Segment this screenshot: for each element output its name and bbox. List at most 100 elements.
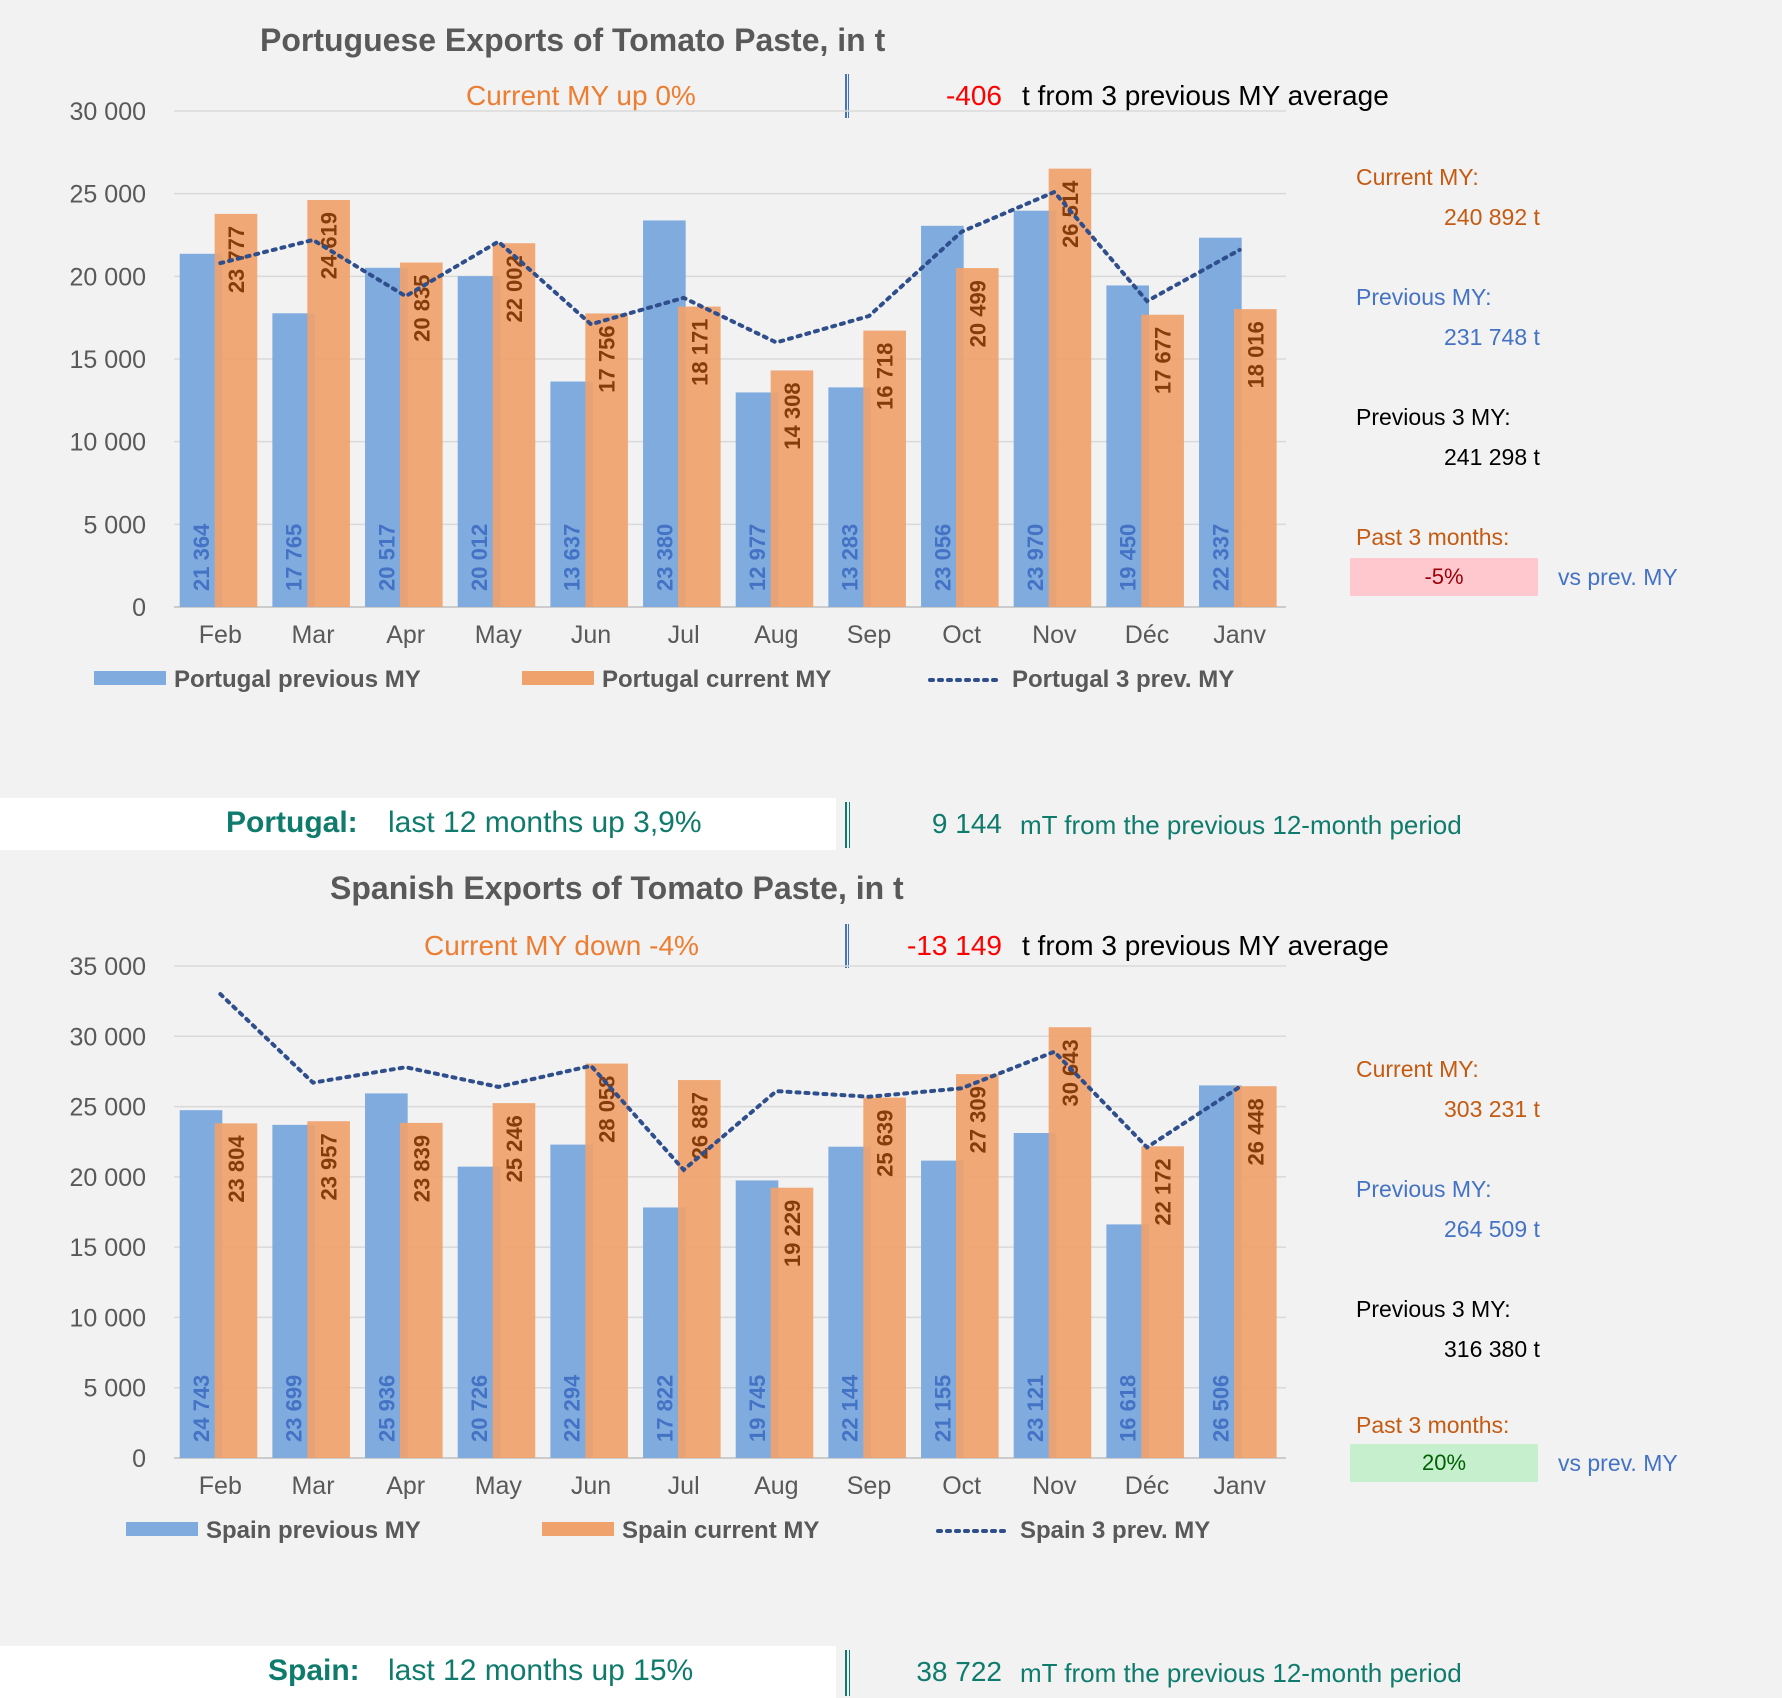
data-label-previous-my: 13 637 — [560, 524, 585, 591]
separator — [845, 924, 849, 968]
data-label-current-my: 18 016 — [1243, 321, 1268, 388]
x-tick-label: Aug — [754, 621, 798, 649]
y-tick-label: 25 000 — [70, 1094, 146, 1122]
spain-summary-banner: Spain: last 12 months up 15% 38 722 mT f… — [0, 1646, 1782, 1698]
line-3-prev-my — [218, 189, 1242, 345]
x-tick-label: Nov — [1032, 621, 1077, 649]
current-my-change: Current MY up 0% — [466, 80, 696, 111]
x-tick-label: Feb — [199, 1472, 242, 1500]
bar-current-my — [955, 268, 999, 607]
delta-description: t from 3 previous MY average — [1022, 80, 1389, 111]
y-tick-label: 30 000 — [70, 98, 146, 126]
x-tick-label: Janv — [1213, 1472, 1266, 1500]
data-label-previous-my: 22 144 — [838, 1374, 863, 1442]
prev3-my-label: Previous 3 MY: — [1356, 404, 1511, 430]
x-tick-label: Apr — [386, 621, 425, 649]
data-label-current-my: 23 957 — [317, 1133, 342, 1200]
bar-current-my — [1141, 314, 1184, 607]
data-label-current-my: 28 058 — [595, 1076, 620, 1143]
bar-current-my — [399, 1122, 443, 1458]
data-label-previous-my: 21 155 — [930, 1375, 955, 1442]
data-label-current-my: 22 002 — [502, 255, 527, 322]
prev3-my-value: 241 298 t — [1444, 444, 1540, 470]
prev3-my-label: Previous 3 MY: — [1356, 1296, 1511, 1322]
banner-number: 9 144 — [931, 808, 1002, 839]
bar-current-my — [1048, 1027, 1092, 1458]
bar-current-my — [399, 262, 443, 607]
y-tick-label: 0 — [132, 594, 146, 622]
x-tick-label: May — [475, 621, 523, 649]
bar-current-my — [677, 306, 721, 607]
past3-value-badge: 20% — [1350, 1444, 1538, 1482]
data-label-current-my: 30 643 — [1058, 1039, 1083, 1106]
data-label-current-my: 25 639 — [873, 1110, 898, 1177]
x-tick-label: May — [475, 1472, 523, 1500]
x-tick-label: Janv — [1213, 621, 1266, 649]
past3-label: Past 3 months: — [1356, 524, 1510, 550]
x-tick-label: Déc — [1125, 621, 1169, 649]
data-label-previous-my: 20 012 — [467, 524, 492, 591]
x-tick-label: Jul — [668, 1472, 700, 1500]
previous-my-label: Previous MY: — [1356, 284, 1492, 310]
x-tick-label: Jun — [571, 621, 611, 649]
data-label-previous-my: 12 977 — [745, 524, 770, 591]
chart-title: Spanish Exports of Tomato Paste, in t — [330, 870, 904, 906]
data-label-current-my: 22 172 — [1151, 1158, 1176, 1225]
bar-current-my — [1141, 1146, 1184, 1458]
legend-swatch-previous-my — [126, 1522, 198, 1536]
data-label-previous-my: 24 743 — [189, 1375, 214, 1442]
bar-current-my — [1048, 168, 1092, 607]
x-tick-label: Oct — [942, 621, 981, 649]
data-label-previous-my: 22 294 — [560, 1374, 585, 1442]
banner-separator — [845, 802, 850, 848]
previous-my-value: 231 748 t — [1444, 324, 1540, 350]
current-my-change: Current MY down -4% — [424, 930, 699, 961]
legend-swatch-current-my — [542, 1522, 614, 1536]
bar-current-my — [307, 199, 350, 607]
portugal-summary-banner: Portugal: last 12 months up 3,9% 9 144 m… — [0, 798, 1782, 850]
y-tick-label: 20 000 — [70, 1164, 146, 1192]
delta-description: t from 3 previous MY average — [1022, 930, 1389, 961]
data-label-previous-my: 23 380 — [652, 524, 677, 591]
y-tick-label: 10 000 — [70, 429, 146, 457]
data-label-previous-my: 20 726 — [467, 1375, 492, 1442]
bar-current-my — [863, 330, 906, 607]
bar-current-my — [307, 1121, 350, 1458]
x-tick-label: Jul — [668, 621, 700, 649]
separator — [845, 74, 849, 118]
bar-current-my — [585, 1063, 628, 1458]
chart-title: Portuguese Exports of Tomato Paste, in t — [260, 22, 886, 58]
delta-value: -406 — [945, 80, 1002, 111]
data-label-current-my: 20 835 — [409, 275, 434, 342]
y-tick-label: 15 000 — [70, 1234, 146, 1262]
y-tick-label: 0 — [132, 1445, 146, 1473]
data-label-current-my: 27 309 — [965, 1086, 990, 1153]
previous-my-label: Previous MY: — [1356, 1176, 1492, 1202]
legend-label-previous-my: Spain previous MY — [206, 1517, 421, 1544]
x-tick-label: Déc — [1125, 1472, 1169, 1500]
delta-value: -13 149 — [907, 930, 1002, 961]
past3-label: Past 3 months: — [1356, 1412, 1510, 1438]
legend-label-current-my: Spain current MY — [622, 1517, 819, 1544]
x-tick-label: Aug — [754, 1472, 798, 1500]
bar-current-my — [492, 243, 536, 608]
x-tick-label: Nov — [1032, 1472, 1077, 1500]
banner-background — [0, 798, 836, 850]
line-3-prev-my — [218, 992, 1242, 1173]
data-label-current-my: 20 499 — [965, 280, 990, 347]
data-label-current-my: 17 756 — [595, 325, 620, 392]
data-label-previous-my: 17 765 — [282, 524, 307, 591]
y-tick-label: 5 000 — [83, 1375, 146, 1403]
x-tick-label: Feb — [199, 621, 242, 649]
data-label-current-my: 18 171 — [687, 319, 712, 386]
data-label-previous-my: 22 337 — [1208, 524, 1233, 591]
data-label-previous-my: 23 970 — [1023, 524, 1048, 591]
x-tick-label: Apr — [386, 1472, 425, 1500]
bar-current-my — [1233, 309, 1277, 607]
banner-text: last 12 months up 15% — [388, 1654, 694, 1687]
data-label-previous-my: 26 506 — [1208, 1375, 1233, 1442]
bar-current-my — [214, 213, 258, 607]
x-tick-label: Oct — [942, 1472, 981, 1500]
data-label-previous-my: 17 822 — [652, 1375, 677, 1442]
vs-prev-my-label: vs prev. MY — [1558, 1450, 1678, 1476]
